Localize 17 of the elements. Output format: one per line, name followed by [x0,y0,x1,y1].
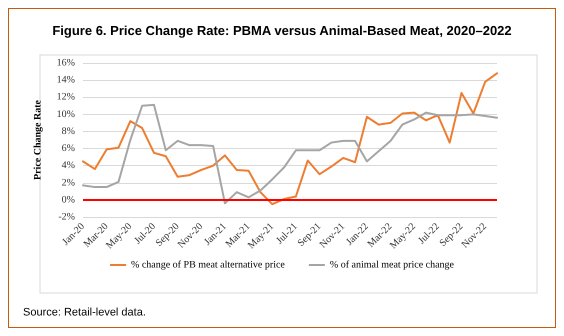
y-tick-label: 0% [62,194,75,206]
y-tick-label: 8% [62,126,75,137]
y-tick-label: 12% [56,92,75,103]
y-axis-title: Price Change Rate [32,99,44,180]
line-series [82,104,498,204]
legend-label: % change of PB meat alternative price [131,260,286,270]
y-tick-label: 10% [56,108,75,120]
y-tick-label: 2% [62,177,75,188]
source-note: Source: Retail-level data. [23,306,146,318]
line-series [82,72,498,206]
y-tick-label: 4% [62,160,75,172]
y-tick-label: 14% [56,74,75,86]
y-tick-label: -2% [58,212,75,222]
y-tick-label: 6% [62,143,75,154]
chart-title: Figure 6. Price Change Rate: PBMA versus Animal-Based Meat, 2020–2022 [52,23,512,38]
legend-label: % of animal meat price change [330,260,455,270]
y-tick-label: 16% [56,58,75,68]
